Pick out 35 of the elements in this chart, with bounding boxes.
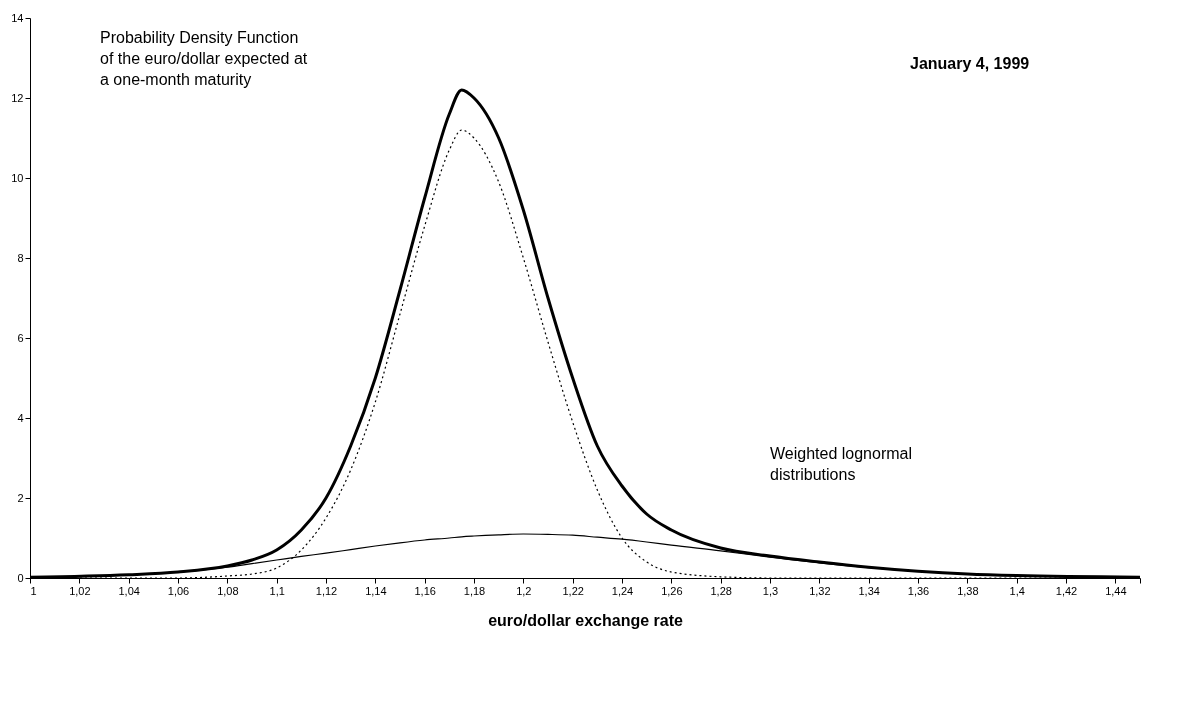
x-tick-label: 1,34 (858, 584, 880, 597)
x-tick-label: 1,4 (1009, 584, 1025, 597)
x-tick-label: 1,02 (69, 584, 91, 597)
x-tick-label: 1 (30, 584, 37, 597)
x-tick-label: 1,32 (809, 584, 831, 597)
x-tick-label: 1,18 (463, 584, 486, 597)
x-tick-label: 1,12 (315, 584, 338, 597)
y-tick-label: 8 (17, 251, 24, 264)
y-tick-label: 12 (11, 91, 24, 104)
x-tick-label: 1,24 (611, 584, 634, 597)
x-axis-title: euro/dollar exchange rate (488, 611, 683, 629)
y-tick-label: 2 (17, 491, 24, 504)
x-tick-label: 1,04 (118, 584, 140, 597)
x-tick-label: 1,3 (762, 584, 779, 597)
text: January 4, 1999 (910, 55, 1030, 72)
x-tick-label: 1,08 (217, 584, 239, 597)
y-tick-label: 6 (17, 331, 24, 344)
x-tick-label: 1,38 (957, 584, 979, 597)
y-tick-label: 4 (17, 411, 24, 424)
y-tick-label: 10 (11, 171, 24, 184)
x-tick-label: 1,06 (167, 584, 190, 597)
x-tick-label: 1,42 (1055, 584, 1078, 597)
x-tick-label: 1,2 (516, 584, 532, 597)
x-tick-label: 1,14 (365, 584, 387, 597)
y-tick-label: 14 (11, 11, 24, 24)
x-tick-label: 1,22 (562, 584, 584, 597)
annotation: Weighted lognormal distributions (770, 445, 913, 483)
annotation: Probability Density Function of the euro/dollar expected at a one-month maturity (100, 29, 308, 88)
x-tick-label: 1,26 (661, 584, 683, 597)
x-tick-label: 1,44 (1105, 584, 1127, 597)
x-tick-label: 1,1 (269, 584, 285, 597)
x-tick-label: 1,28 (710, 584, 732, 597)
y-tick-label: 0 (17, 571, 24, 584)
x-tick-label: 1,36 (907, 584, 930, 597)
x-tick-label: 1,16 (414, 584, 436, 597)
